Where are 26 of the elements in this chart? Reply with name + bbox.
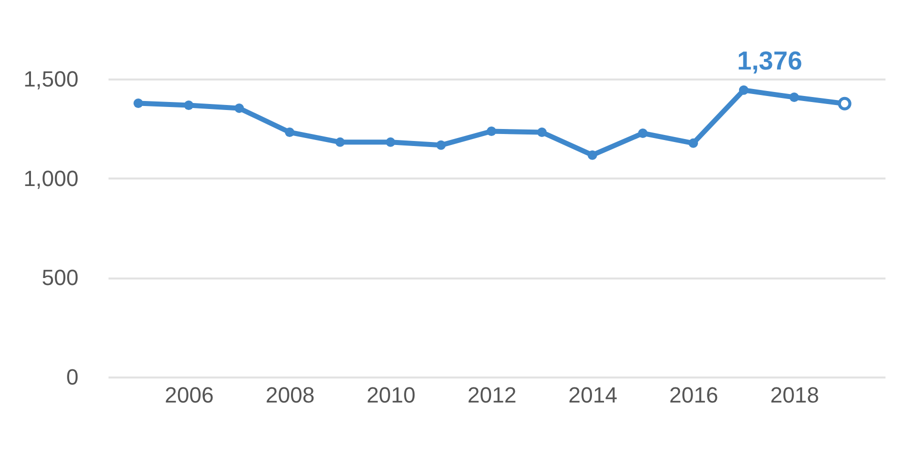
point bbox=[184, 100, 194, 110]
point bbox=[134, 98, 144, 108]
point bbox=[789, 92, 799, 102]
y-tick-label: 0 bbox=[66, 364, 78, 390]
x-tick-label: 2016 bbox=[669, 382, 718, 408]
x-tick-label: 2018 bbox=[770, 382, 820, 408]
point bbox=[537, 128, 547, 137]
point bbox=[688, 138, 698, 148]
point bbox=[738, 85, 748, 95]
point bbox=[335, 137, 345, 147]
x-tick-label: 2010 bbox=[366, 382, 416, 408]
annotation: 1,376 bbox=[737, 46, 802, 76]
y-tick-label: 1,500 bbox=[23, 66, 78, 92]
x-tick-label: 2006 bbox=[164, 382, 214, 408]
point bbox=[234, 103, 244, 113]
x-tick-label: 2014 bbox=[568, 382, 618, 408]
point bbox=[486, 126, 496, 136]
point bbox=[436, 140, 446, 150]
point bbox=[386, 137, 396, 147]
x-tick-label: 2008 bbox=[266, 382, 315, 408]
point bbox=[284, 128, 294, 137]
point bbox=[638, 128, 648, 138]
y-tick-label: 500 bbox=[42, 265, 78, 290]
y-tick-label: 1,000 bbox=[23, 166, 78, 191]
point bbox=[588, 150, 598, 160]
x-tick-label: 2012 bbox=[467, 382, 516, 408]
